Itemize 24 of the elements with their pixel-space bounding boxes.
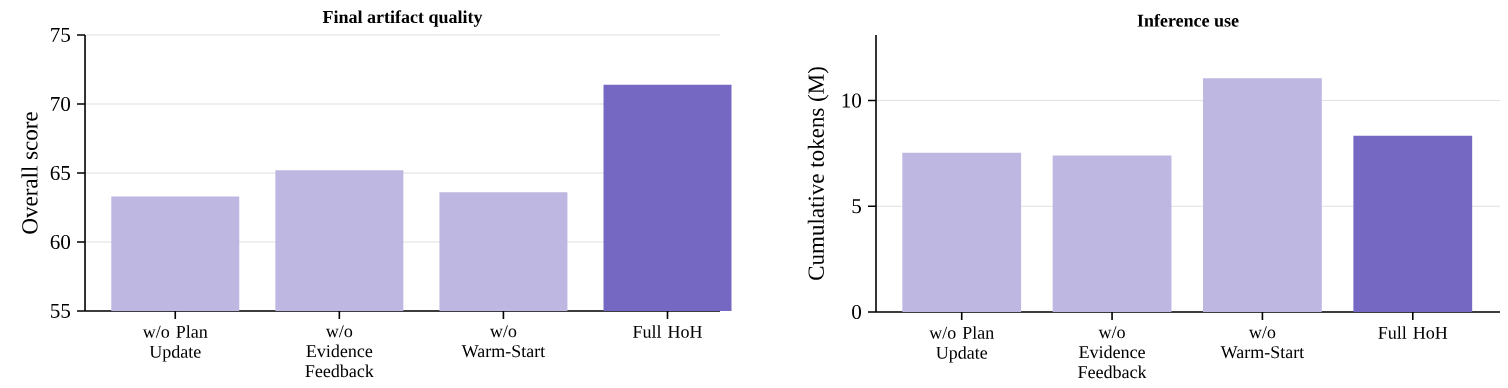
x-tick-label: w/o Evidence Feedback xyxy=(305,325,374,378)
x-tick-label: w/o Warm-Start xyxy=(1220,326,1305,359)
x-tick-label: w/o Warm-Start xyxy=(461,325,546,358)
y-tick-label: 55 xyxy=(51,304,70,318)
y-tick-label: 10 xyxy=(842,93,862,108)
chart-title: Final artifact quality xyxy=(322,10,483,27)
x-tick-label: w/o Evidence Feedback xyxy=(1078,326,1147,379)
bar xyxy=(1203,78,1322,312)
y-tick-label: 65 xyxy=(50,165,70,181)
y-tick-label: 75 xyxy=(51,28,70,42)
y-tick-label: 70 xyxy=(51,96,71,112)
x-tick-label: Full HoH xyxy=(633,325,702,338)
x-tick-label: Full HoH xyxy=(1378,326,1448,339)
bar xyxy=(902,152,1022,312)
y-tick-label: 60 xyxy=(50,234,71,250)
y-axis-title: Cumulative tokens (M) xyxy=(807,67,829,280)
y-tick-label: 0 xyxy=(852,304,862,320)
bar xyxy=(1353,135,1473,312)
x-tick-label: w/o Plan Update xyxy=(142,325,208,362)
y-tick-label: 5 xyxy=(852,199,861,214)
y-axis-title: Overall score xyxy=(21,112,38,234)
chart-title: Inference use xyxy=(1137,13,1239,27)
x-tick-label: w/o Plan Update xyxy=(929,326,994,363)
bar xyxy=(1052,155,1172,312)
